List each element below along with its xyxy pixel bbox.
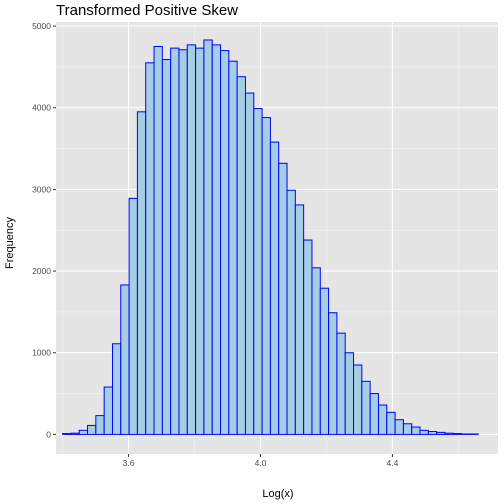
- histogram-bar: [344, 352, 355, 435]
- x-tick-label: 3.6: [123, 458, 135, 468]
- histogram-bar: [269, 141, 280, 435]
- y-tick-label: 3000: [32, 184, 51, 194]
- histogram-bar: [195, 47, 205, 435]
- histogram-bar: [236, 76, 246, 435]
- histogram-bar: [211, 44, 222, 435]
- histogram-bar: [411, 426, 421, 435]
- histogram-bar: [278, 162, 288, 435]
- histogram-bar: [261, 117, 271, 435]
- histogram-bar: [78, 429, 89, 435]
- y-axis-ticks: 0 1000 2000 3000 4000 5000: [32, 21, 56, 439]
- histogram-bar: [70, 432, 80, 435]
- histogram-bar: [436, 431, 446, 435]
- x-axis-title: Log(x): [262, 488, 293, 500]
- histogram-bar: [128, 197, 138, 435]
- histogram-bar: [228, 60, 238, 435]
- histogram-bar: [161, 59, 172, 435]
- histogram-bar: [361, 380, 371, 435]
- histogram-bar: [95, 415, 105, 435]
- histogram-bar: [353, 364, 363, 435]
- histogram-bar: [203, 39, 213, 435]
- histogram-bar: [328, 312, 338, 435]
- histogram-bar: [103, 386, 113, 435]
- histogram-bar: [286, 189, 296, 435]
- histogram-bar: [303, 239, 313, 435]
- histogram-bar: [62, 433, 72, 435]
- histogram-bar: [377, 404, 388, 435]
- histogram-bar: [186, 44, 197, 435]
- histogram-bar: [336, 332, 346, 435]
- x-tick-label: 4.4: [387, 458, 399, 468]
- y-axis-title: Frequency: [4, 217, 16, 269]
- histogram-bar: [444, 432, 454, 435]
- histogram-bar: [294, 204, 305, 435]
- chart-title: Transformed Positive Skew: [56, 2, 238, 19]
- histogram-bar: [394, 419, 404, 435]
- x-tick-label: 4.0: [255, 458, 267, 468]
- y-tick-label: 1000: [32, 348, 51, 358]
- histogram-bar: [452, 433, 463, 435]
- histogram-bar: [427, 431, 438, 435]
- histogram-bar: [402, 423, 413, 435]
- histogram-bar: [178, 49, 188, 435]
- y-tick-label: 2000: [32, 266, 51, 276]
- histogram-bar: [145, 62, 155, 435]
- histogram-bar: [87, 424, 97, 435]
- histogram-bar: [244, 92, 255, 435]
- histogram-bar: [386, 411, 396, 435]
- x-axis-ticks: 3.6 4.0 4.4: [123, 454, 399, 468]
- histogram-bar: [253, 108, 263, 435]
- y-tick-label: 4000: [32, 103, 51, 113]
- y-tick-label: 5000: [32, 21, 51, 31]
- histogram-bar: [220, 50, 230, 435]
- histogram-bar: [120, 284, 130, 435]
- histogram-bar: [319, 287, 330, 435]
- histogram-bar: [153, 45, 163, 435]
- histogram-bar: [111, 343, 122, 435]
- histogram-bars: [62, 39, 479, 435]
- histogram-bar: [136, 111, 147, 435]
- histogram-bar: [419, 429, 429, 435]
- y-tick-label: 0: [46, 429, 51, 439]
- histogram-bar: [170, 47, 180, 435]
- histogram-bar: [369, 393, 379, 435]
- histogram-bar: [311, 267, 321, 435]
